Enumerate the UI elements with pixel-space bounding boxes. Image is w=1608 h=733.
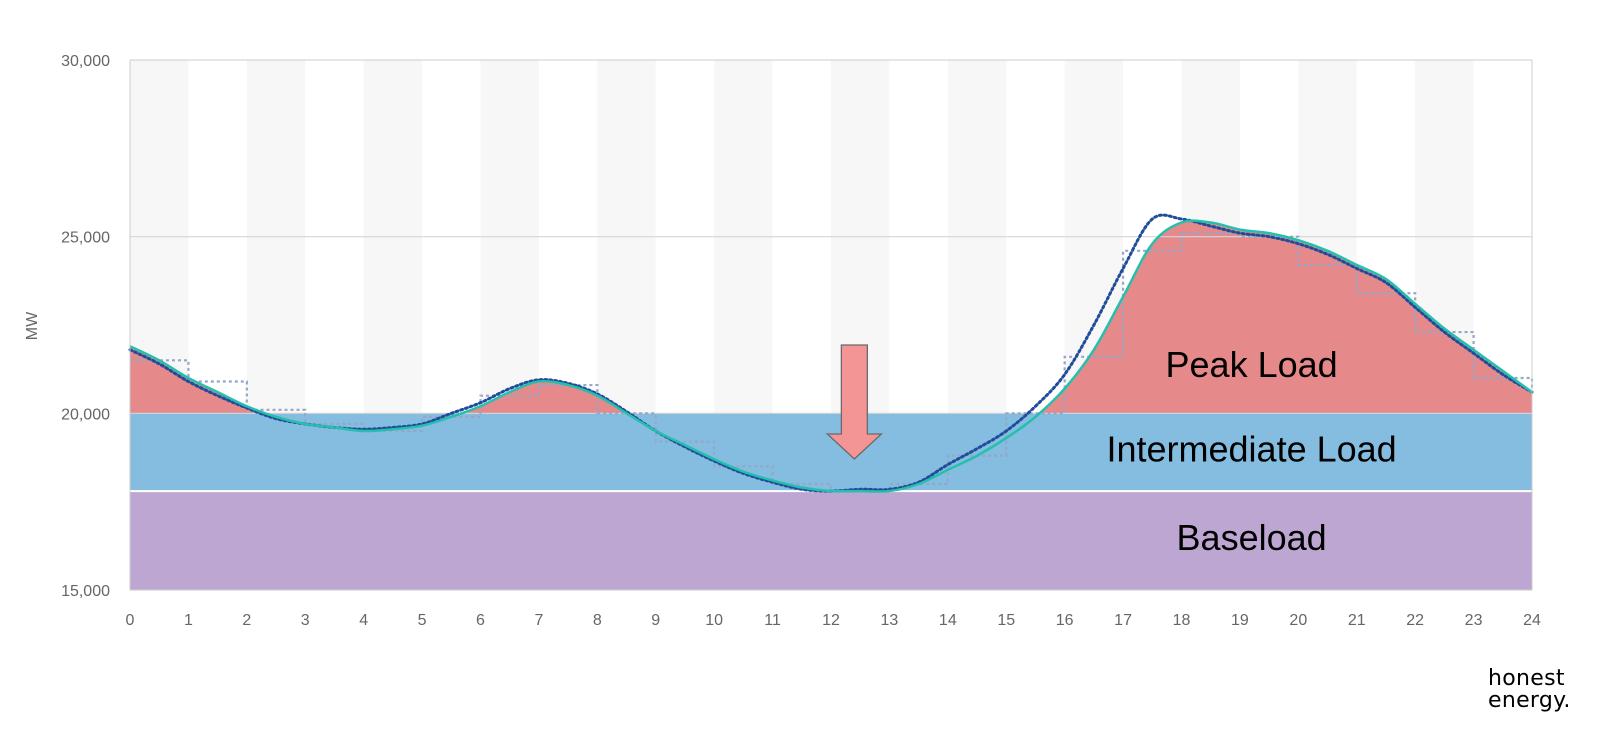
- band-peak: [130, 220, 1532, 414]
- x-tick-label: 5: [418, 612, 427, 629]
- x-tick-label: 24: [1523, 612, 1541, 629]
- x-tick-label: 19: [1231, 612, 1249, 629]
- plot-frame: [129, 60, 1533, 591]
- y-tick-label: 15,000: [61, 583, 110, 600]
- x-tick-label: 0: [126, 612, 135, 629]
- y-tick-label: 20,000: [61, 406, 110, 423]
- series-actual: [129, 219, 1533, 493]
- x-tick-label: 18: [1173, 612, 1191, 629]
- x-tick-label: 11: [764, 612, 781, 629]
- x-axis-ticks: 0 1 2 3 4 5 6 7 8 9 10 11 12 13 14 15 16 17 18 19 20 21 22 23 24: [126, 612, 1541, 629]
- y-axis-label: MW: [24, 311, 41, 340]
- x-tick-label: 14: [939, 612, 957, 629]
- demand-series: [128, 213, 1534, 493]
- x-tick-label: 10: [705, 612, 723, 629]
- band-label: Intermediate Load: [1106, 429, 1396, 470]
- x-tick-label: 2: [242, 612, 251, 629]
- x-tick-label: 15: [997, 612, 1015, 629]
- band-labels: Baseload Intermediate Load Peak Load: [1106, 344, 1396, 558]
- x-tick-label: 7: [534, 612, 543, 629]
- series-hourly-step: [130, 232, 1534, 493]
- band-label: Peak Load: [1166, 344, 1338, 385]
- brand-logo: honest energy.: [1488, 668, 1598, 712]
- x-tick-label: 3: [301, 612, 310, 629]
- arrow-down-icon: [825, 344, 884, 460]
- x-tick-label: 6: [476, 612, 485, 629]
- y-axis-ticks: 15,000 20,000 25,000 30,000: [61, 53, 110, 600]
- x-tick-label: 9: [651, 612, 660, 629]
- annotations: [825, 344, 884, 460]
- x-tick-label: 1: [184, 612, 193, 629]
- x-tick-label: 17: [1114, 612, 1132, 629]
- brand-line-2: energy.: [1488, 688, 1571, 713]
- x-tick-label: 20: [1289, 612, 1307, 629]
- y-tick-label: 25,000: [61, 230, 110, 247]
- band-intermediate: [130, 413, 1532, 492]
- x-tick-label: 8: [593, 612, 602, 629]
- x-tick-label: 23: [1465, 612, 1483, 629]
- band-baseload: [130, 491, 1532, 590]
- brand-line-1: honest: [1488, 666, 1565, 691]
- x-tick-label: 21: [1348, 612, 1366, 629]
- x-tick-label: 12: [822, 612, 840, 629]
- x-tick-label: 16: [1056, 612, 1074, 629]
- y-tick-label: 30,000: [61, 53, 110, 70]
- x-tick-label: 4: [359, 612, 368, 629]
- band-label: Baseload: [1177, 517, 1327, 558]
- load-bands: [130, 220, 1532, 590]
- x-tick-label: 13: [881, 612, 899, 629]
- x-tick-label: 22: [1406, 612, 1424, 629]
